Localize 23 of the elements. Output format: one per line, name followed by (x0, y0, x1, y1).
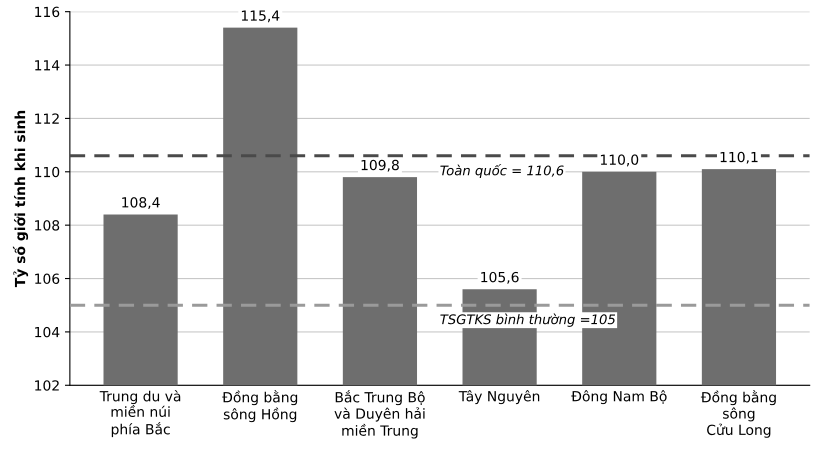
data-label: 110,0 (600, 154, 638, 166)
y-tick-label: 108 (35, 220, 60, 231)
y-tick-label: 106 (35, 274, 60, 284)
x-tick-label: Tây Nguyên (458, 390, 540, 404)
data-label: 110,1 (720, 152, 758, 164)
data-label: 109,8 (362, 160, 399, 172)
y-tick-label: 104 (35, 326, 60, 338)
x-tick-label: Bắc Trung Bộ và Duyên hải miền Trung (334, 390, 425, 439)
ref-line-label: Toàn quốc = 110,6 (440, 164, 564, 178)
y-tick-label: 112 (35, 113, 59, 124)
data-label: 108,4 (122, 197, 160, 210)
x-tick-label: Đông Nam Bộ (571, 390, 667, 404)
x-tick-label: Đồng bằng sông Cửu Long (700, 390, 776, 438)
ref-line-label: TSGTKS bình thường =105 (440, 314, 616, 327)
y-axis-title: Tỷ số giới tính khi sinh (12, 110, 28, 288)
y-tick-label: 114 (35, 60, 60, 70)
y-tick-label: 102 (35, 380, 59, 391)
data-label: 105,6 (481, 272, 519, 284)
y-tick-label: 116 (35, 6, 60, 18)
y-tick-label: 110 (35, 166, 60, 178)
x-tick-label: Đồng bằng sông Hồng (222, 390, 298, 422)
data-label: 115,4 (242, 10, 280, 22)
x-tick-label: Trung du và miền núi phía Bắc (100, 390, 180, 438)
